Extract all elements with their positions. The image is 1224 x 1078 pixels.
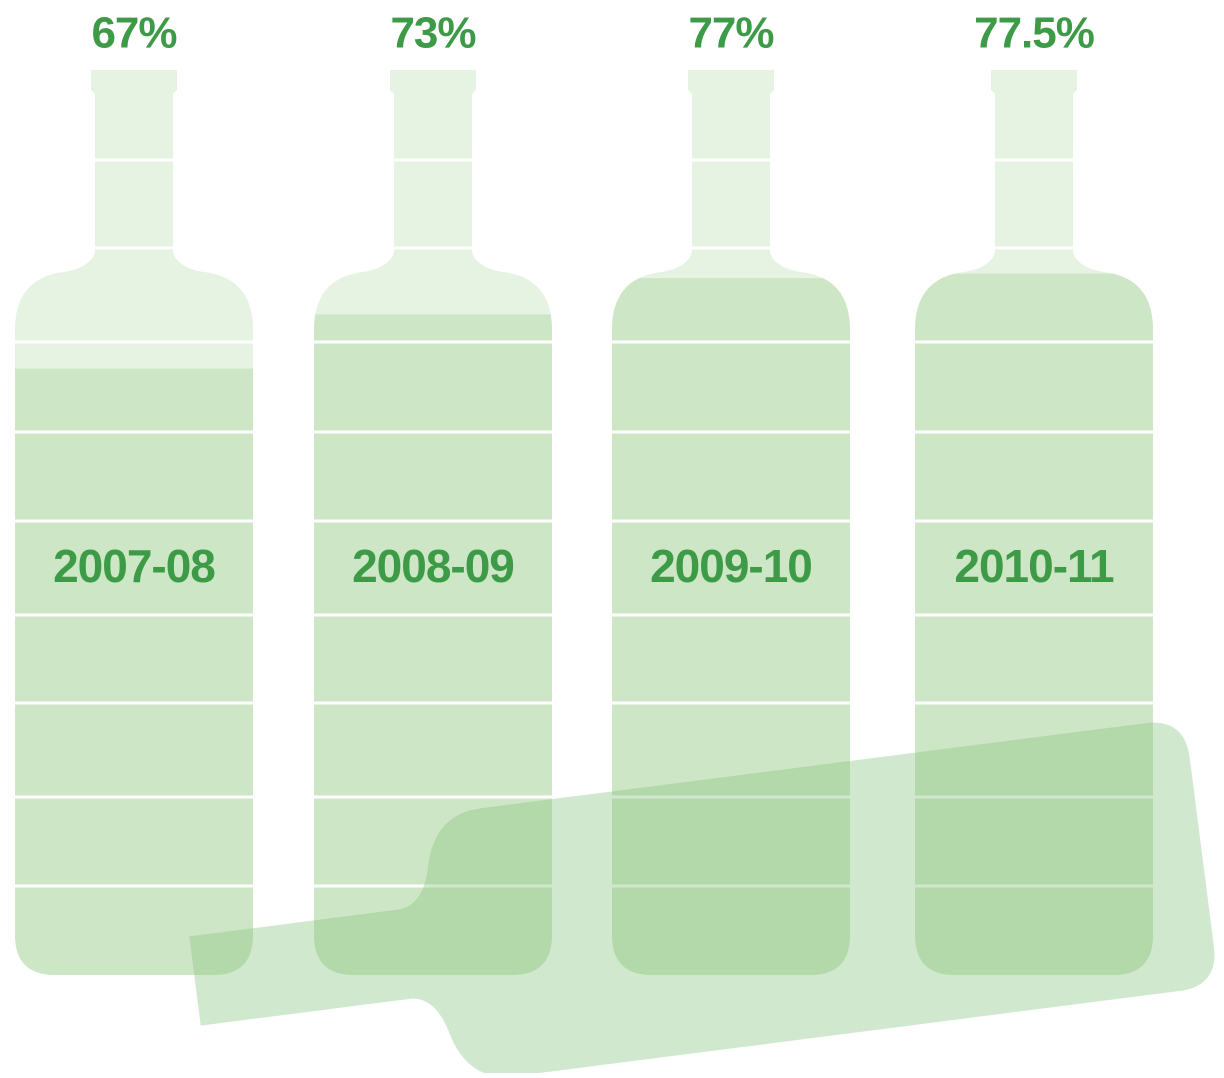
stripe <box>612 246 850 250</box>
bottle-fill <box>15 368 253 975</box>
stripe <box>915 701 1153 705</box>
bottle <box>612 70 850 975</box>
stripe <box>612 795 850 799</box>
stripe <box>314 430 552 434</box>
stripe <box>15 246 253 250</box>
stripe <box>915 430 1153 434</box>
stripe <box>314 701 552 705</box>
category-label: 2008-09 <box>352 540 514 592</box>
bottle-fill <box>915 273 1153 975</box>
category-label: 2009-10 <box>650 540 812 592</box>
category-label: 2010-11 <box>954 540 1114 592</box>
stripe <box>15 701 253 705</box>
lying-bottle <box>189 722 1215 1077</box>
stripe <box>915 884 1153 888</box>
stripe <box>314 340 552 344</box>
bottle-fill <box>314 314 552 975</box>
stripe <box>915 519 1153 523</box>
stripe <box>15 340 253 344</box>
stripe <box>915 613 1153 617</box>
value-label: 67% <box>91 9 176 58</box>
stripe <box>15 884 253 888</box>
value-label: 77.5% <box>974 9 1094 58</box>
stripe <box>15 430 253 434</box>
stripe <box>612 519 850 523</box>
stripe <box>612 701 850 705</box>
stripe <box>612 340 850 344</box>
stripe <box>612 884 850 888</box>
stripe <box>314 246 552 250</box>
value-label: 77% <box>688 9 773 58</box>
category-label: 2007-08 <box>53 540 215 592</box>
stripe <box>612 430 850 434</box>
stripe <box>314 884 552 888</box>
stripe <box>15 795 253 799</box>
stripe <box>612 158 850 162</box>
stripe <box>314 519 552 523</box>
stripe <box>314 613 552 617</box>
stripe <box>915 246 1153 250</box>
bottle-fill <box>612 278 850 975</box>
stripe <box>915 340 1153 344</box>
stripe <box>314 795 552 799</box>
stripe <box>314 158 552 162</box>
value-label: 73% <box>390 9 475 58</box>
bottle <box>15 70 253 975</box>
stripe <box>915 158 1153 162</box>
stripe <box>15 613 253 617</box>
stripe <box>15 158 253 162</box>
stripe <box>612 613 850 617</box>
stripe <box>15 519 253 523</box>
stripe <box>915 795 1153 799</box>
